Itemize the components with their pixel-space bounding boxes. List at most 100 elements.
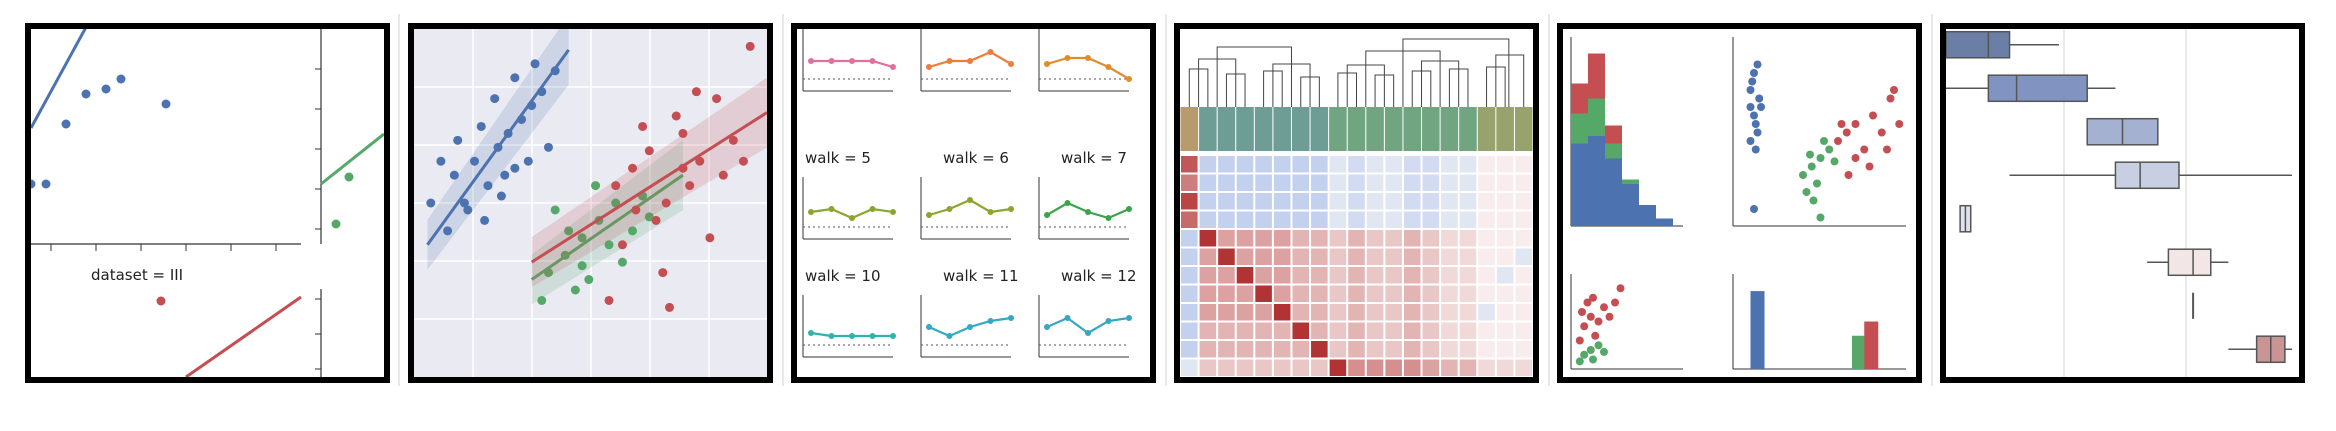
data-point [156,296,166,306]
heatmap-cell [1199,230,1217,247]
heatmap-cell [1236,211,1254,228]
heatmap-cell [1478,341,1495,358]
heatmap-cell [1236,341,1254,358]
box [2167,248,2212,277]
data-point [1008,61,1014,67]
histogram-bar [1639,205,1656,226]
data-point [426,198,436,208]
data-point [1807,162,1816,171]
heatmap-cell [1181,267,1198,284]
data-point [1890,86,1898,94]
heatmap-cell [1236,359,1254,376]
facet-line-grid: walk = 5 walk = 6 walk = 7 walk = 10 walk = … [802,29,1137,358]
data-point [543,142,553,152]
data-point [1105,215,1112,221]
data-point [1085,55,1091,61]
heatmap-cell [1403,230,1421,247]
data-point [967,58,973,64]
data-point [543,268,553,278]
heatmap-cell [1496,248,1514,265]
data-point [1834,137,1842,145]
heatmap-cell [1181,248,1198,265]
heatmap-cell [1403,193,1421,210]
data-point [550,205,560,215]
heatmap-cell [1348,285,1365,302]
confidence-band [531,140,683,305]
data-point [1044,324,1050,330]
chart-panel-2 [408,23,773,383]
heatmap-cell [1366,285,1384,302]
heatmap-cell [1292,267,1310,284]
histogram-bar [1656,218,1673,226]
heatmap-cell [1181,304,1198,321]
column-color-cell [1329,107,1347,151]
heatmap-cell [1515,193,1532,210]
divider [1548,14,1550,386]
data-point [617,240,627,250]
data-point [463,205,473,215]
column-color-cell [1217,107,1236,151]
data-point [1064,55,1071,61]
heatmap-cell [1366,156,1384,173]
heatmap-cell [1403,211,1421,228]
heatmap-cell [1515,359,1532,376]
data-point [718,170,728,180]
data-point [1586,312,1595,321]
facet-label: dataset = III [91,266,183,284]
heatmap-cell [1422,341,1440,358]
heatmap-cell [1496,230,1514,247]
data-point [604,295,614,305]
fit-line [185,295,302,377]
data-point [344,172,354,182]
heatmap-cell [1181,211,1198,228]
heatmap-cell [1496,156,1514,173]
heatmap-cell [1292,193,1310,210]
heatmap-cell [1422,193,1440,210]
heatmap-cell [1255,304,1272,321]
heatmap-cell [1496,285,1514,302]
bar [1750,291,1765,369]
heatmap-cell [1273,193,1291,210]
data-point [1605,312,1614,321]
heatmap-cell [1218,285,1235,302]
heatmap-cell [1403,174,1421,191]
data-point [628,163,638,173]
data-point [869,333,876,339]
heatmap-cell [1441,285,1458,302]
heatmap-cell [1218,248,1235,265]
fit-line [31,29,87,129]
data-point [1851,154,1860,162]
heatmap-cell [1366,341,1384,358]
clustermap-chart [1180,38,1533,376]
heatmap-cell [1273,285,1291,302]
data-point [530,59,540,69]
heatmap-cell [1348,211,1365,228]
heatmap-cell [1459,174,1477,191]
heatmap-cell [1496,359,1514,376]
heatmap-cell [1329,285,1347,302]
data-point [890,64,896,70]
data-point [890,333,896,339]
data-point [1825,145,1834,154]
heatmap-cell [1385,156,1402,173]
box [2114,161,2180,190]
data-point [483,181,493,191]
heatmap-cell [1366,267,1384,284]
heatmap-cell [1255,174,1272,191]
heatmap-cell [1459,285,1477,302]
data-point [470,156,480,166]
data-point [890,209,896,215]
data-point [611,181,621,191]
heatmap-cell [1255,230,1272,247]
heatmap-cell [1255,285,1272,302]
data-point [1105,64,1112,70]
data-point [808,209,814,215]
data-point [926,64,932,70]
heatmap-cell [1292,156,1310,173]
histogram-bar [1588,98,1605,136]
heatmap-cell [1292,174,1310,191]
heatmap-cell [1422,248,1440,265]
data-point [1750,111,1758,120]
heatmap-cell [1496,267,1514,284]
heatmap-cell [1199,267,1217,284]
